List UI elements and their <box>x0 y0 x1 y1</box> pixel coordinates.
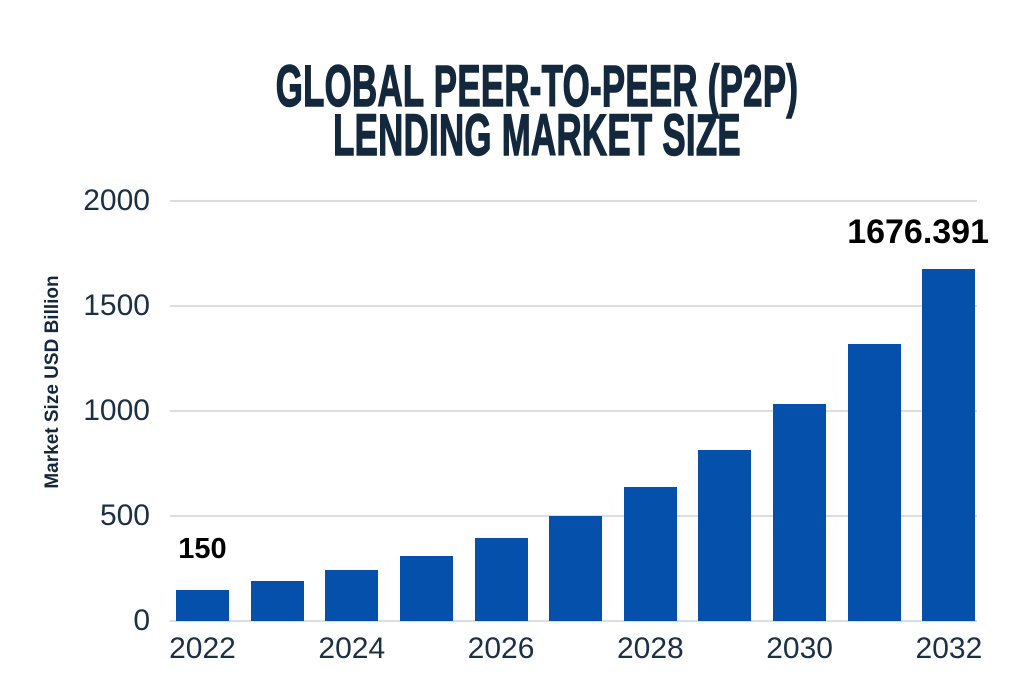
bar-2025 <box>399 555 453 621</box>
bar-2029 <box>698 450 752 621</box>
gridline-0 <box>170 620 977 622</box>
x-tick-label-2024: 2024 <box>318 632 386 665</box>
x-tick-label-2022: 2022 <box>169 632 236 665</box>
gridline-1000 <box>170 410 977 412</box>
bar-2024 <box>325 569 379 621</box>
x-tick-label-2028: 2028 <box>616 632 684 665</box>
y-tick-label-500: 500 <box>99 499 150 532</box>
y-tick-label-1000: 1000 <box>83 394 150 427</box>
chart-title: GLOBAL PEER-TO-PEER (P2P) LENDING MARKET… <box>50 54 1024 168</box>
x-tick-label-2026: 2026 <box>467 632 535 665</box>
bar-2026 <box>474 538 528 621</box>
y-tick-label-0: 0 <box>133 604 150 637</box>
bar-2031 <box>847 344 901 621</box>
gridline-2000 <box>170 200 977 202</box>
data-label-2022: 150 <box>178 532 227 565</box>
bar-2022 <box>176 589 229 621</box>
bar-2032 <box>922 268 976 621</box>
bar-2027 <box>549 515 603 621</box>
bar-2023 <box>250 580 304 621</box>
chart-title-line-2: LENDING MARKET SIZE <box>333 103 741 168</box>
bar-2028 <box>623 486 677 621</box>
y-tick-label-1500: 1500 <box>83 289 150 322</box>
x-tick-label-2030: 2030 <box>766 632 833 665</box>
x-tick-label-2032: 2032 <box>915 632 983 665</box>
bar-2030 <box>773 403 827 621</box>
y-tick-label-2000: 2000 <box>83 184 150 217</box>
data-label-2032: 1676.391 <box>847 212 989 251</box>
chart-title-line-1: GLOBAL PEER-TO-PEER (P2P) <box>275 54 799 119</box>
gridline-1500 <box>170 305 977 307</box>
plot-area: 150 1676.391 <box>170 200 989 622</box>
